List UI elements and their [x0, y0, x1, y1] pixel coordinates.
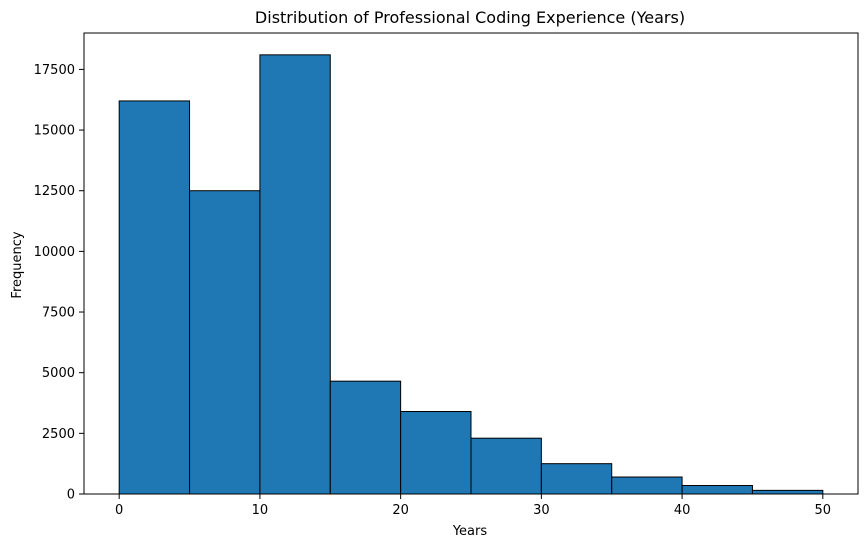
x-tick-label: 50: [815, 503, 832, 518]
y-tick-label: 0: [67, 488, 75, 503]
x-tick-label: 40: [674, 503, 691, 518]
histogram-bar: [540, 463, 613, 495]
histogram-bar: [470, 437, 542, 495]
y-axis-label: Frequency: [10, 231, 25, 298]
y-tick-label: 10000: [34, 245, 75, 260]
y-axis-ticks: 0 2500 5000 7500 10000 12500 15000 17500: [34, 63, 84, 503]
y-tick-label: 17500: [34, 63, 75, 78]
x-tick-label: 0: [115, 503, 123, 518]
y-tick-label: 5000: [42, 366, 75, 381]
histogram-bar: [751, 489, 824, 495]
histogram-bar: [189, 190, 261, 495]
histogram-bar: [259, 54, 331, 495]
x-tick-label: 30: [533, 503, 550, 518]
x-tick-label: 20: [392, 503, 409, 518]
x-tick-label: 10: [252, 503, 269, 518]
y-tick-label: 15000: [34, 124, 75, 139]
plot-frame: [83, 32, 859, 495]
histogram-bar: [329, 380, 402, 495]
x-axis-label: Years: [452, 524, 488, 539]
histogram-bar: [400, 411, 472, 495]
chart-title: Distribution of Professional Coding Expe…: [255, 8, 685, 27]
histogram-bar: [681, 485, 753, 495]
y-tick-label: 7500: [42, 306, 75, 321]
bars-group: [118, 54, 824, 495]
y-tick-label: 2500: [42, 427, 75, 442]
y-tick-label: 12500: [34, 184, 75, 199]
histogram-bar: [118, 100, 191, 495]
histogram-bar: [611, 476, 683, 495]
x-axis-ticks: 0 10 20 30 40 50: [115, 494, 831, 518]
